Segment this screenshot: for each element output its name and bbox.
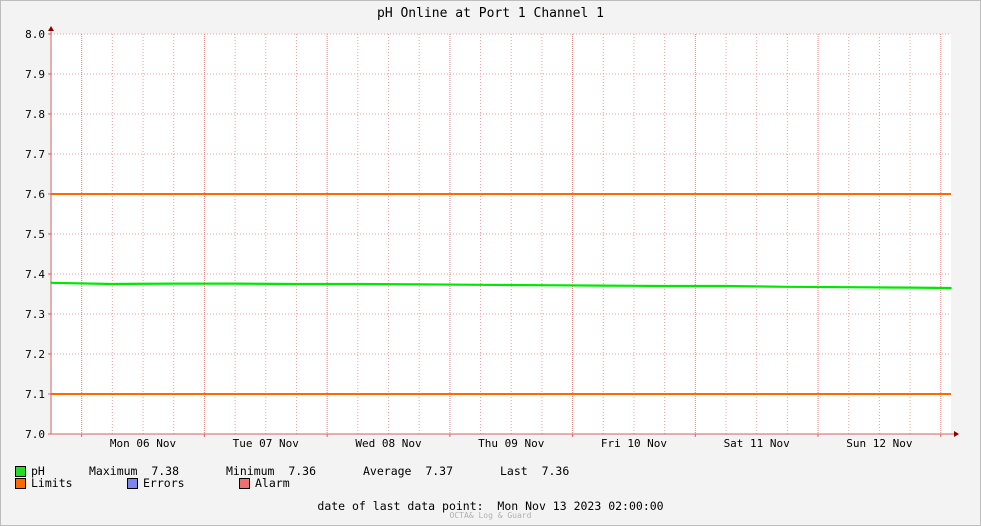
legend-swatch-limits bbox=[15, 477, 26, 489]
data-point bbox=[725, 285, 727, 287]
data-point bbox=[418, 283, 421, 286]
legend-swatch-ph bbox=[15, 465, 26, 477]
stat-minimum-label: Minimum bbox=[226, 464, 275, 478]
data-point bbox=[663, 285, 666, 287]
x-tick-label: Sat 11 Nov bbox=[724, 437, 791, 450]
legend-item-errors[interactable]: Errors bbox=[127, 476, 239, 490]
legend-label-errors: Errors bbox=[143, 476, 185, 490]
data-point bbox=[50, 281, 52, 284]
stat-maximum-label: Maximum bbox=[89, 464, 138, 478]
legend-label-limits: Limits bbox=[31, 476, 73, 490]
data-point bbox=[295, 283, 298, 285]
data-point bbox=[234, 282, 236, 285]
last-data-point-label: date of last data point: bbox=[317, 499, 484, 513]
x-tick-label: Wed 08 Nov bbox=[355, 437, 422, 450]
stat-last-label: Last bbox=[500, 464, 528, 478]
legend-item-limits[interactable]: Limits bbox=[15, 476, 127, 490]
stat-minimum: Minimum 7.36 bbox=[226, 464, 363, 478]
y-tick-label: 7.1 bbox=[25, 388, 45, 401]
x-tick-label: Mon 06 Nov bbox=[110, 437, 177, 450]
y-axis-arrow bbox=[48, 26, 54, 31]
y-tick-label: 7.9 bbox=[25, 68, 45, 81]
stat-last: Last 7.36 bbox=[500, 464, 569, 478]
y-tick-label: 7.5 bbox=[25, 228, 45, 241]
legend-label-alarm: Alarm bbox=[255, 476, 290, 490]
y-tick-label: 7.7 bbox=[25, 148, 45, 161]
y-tick-label: 7.2 bbox=[25, 348, 45, 361]
data-point bbox=[909, 286, 911, 289]
x-tick-label: Tue 07 Nov bbox=[233, 437, 300, 450]
data-point bbox=[356, 283, 359, 285]
stat-last-value: 7.36 bbox=[541, 464, 570, 478]
data-point bbox=[786, 285, 789, 288]
stat-average-value: 7.37 bbox=[425, 464, 454, 478]
y-tick-label: 7.3 bbox=[25, 308, 45, 321]
data-point bbox=[479, 283, 482, 286]
legend-swatch-errors bbox=[127, 477, 138, 489]
legend-item-ph[interactable]: pH bbox=[15, 464, 89, 478]
legend-row-status: Limits Errors Alarm bbox=[15, 476, 290, 490]
series-line-ph bbox=[50, 281, 952, 290]
y-tick-label: 7.8 bbox=[25, 108, 45, 121]
chart-title: pH Online at Port 1 Channel 1 bbox=[377, 6, 604, 21]
x-tick-label: Sun 12 Nov bbox=[846, 437, 913, 450]
legend-row-ph: pH Maximum 7.38 Minimum 7.36 Average 7.3… bbox=[15, 464, 569, 478]
last-data-point: date of last data point: Mon Nov 13 2023… bbox=[1, 499, 980, 513]
data-point bbox=[541, 284, 543, 287]
data-point bbox=[847, 286, 850, 289]
stat-average: Average 7.37 bbox=[363, 464, 500, 478]
stat-maximum-value: 7.38 bbox=[151, 464, 180, 478]
stat-minimum-value: 7.36 bbox=[288, 464, 317, 478]
x-tick-label: Fri 10 Nov bbox=[601, 437, 668, 450]
x-tick-label: Thu 09 Nov bbox=[478, 437, 545, 450]
legend-label-ph: pH bbox=[31, 464, 45, 478]
last-data-point-value: Mon Nov 13 2023 02:00:00 bbox=[497, 499, 664, 513]
y-tick-label: 8.0 bbox=[25, 28, 45, 41]
legend-item-alarm[interactable]: Alarm bbox=[239, 476, 290, 490]
stat-average-label: Average bbox=[363, 464, 412, 478]
data-point bbox=[111, 283, 114, 285]
stat-maximum: Maximum 7.38 bbox=[89, 464, 226, 478]
x-axis-arrow bbox=[954, 431, 959, 437]
y-tick-label: 7.6 bbox=[25, 188, 45, 201]
watermark: OCTA& Log & Guard bbox=[449, 511, 532, 520]
y-tick-label: 7.4 bbox=[25, 268, 45, 281]
legend-swatch-alarm bbox=[239, 477, 250, 489]
data-point bbox=[172, 282, 175, 285]
data-point bbox=[602, 284, 605, 287]
y-tick-label: 7.0 bbox=[25, 428, 45, 441]
data-point bbox=[950, 287, 952, 289]
